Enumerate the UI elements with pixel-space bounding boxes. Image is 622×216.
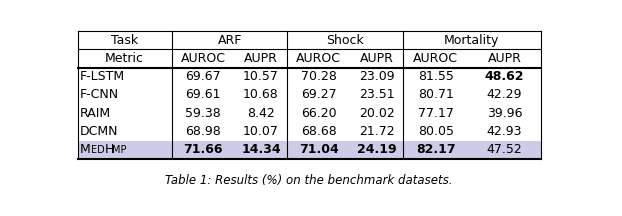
Text: 20.02: 20.02 [359, 107, 394, 120]
Text: 39.96: 39.96 [486, 107, 522, 120]
Text: F-LSTM: F-LSTM [80, 70, 125, 83]
Text: 66.20: 66.20 [301, 107, 337, 120]
Text: 42.29: 42.29 [486, 88, 522, 102]
Bar [78, 141, 541, 159]
Text: RAIM: RAIM [80, 107, 111, 120]
Text: 69.61: 69.61 [185, 88, 221, 102]
Text: 71.04: 71.04 [299, 143, 338, 156]
Text: 69.27: 69.27 [301, 88, 337, 102]
Text: 23.51: 23.51 [359, 88, 394, 102]
Text: H: H [104, 143, 114, 156]
Text: AUROC: AUROC [413, 52, 458, 65]
Text: 69.67: 69.67 [185, 70, 221, 83]
Text: 68.68: 68.68 [301, 125, 337, 138]
Text: 68.98: 68.98 [185, 125, 221, 138]
Text: Shock: Shock [327, 33, 364, 47]
Text: DCMN: DCMN [80, 125, 119, 138]
Text: 81.55: 81.55 [418, 70, 453, 83]
Text: 24.19: 24.19 [357, 143, 396, 156]
Text: AUPR: AUPR [244, 52, 278, 65]
Text: Mortality: Mortality [444, 33, 499, 47]
Text: Task: Task [111, 33, 138, 47]
Text: 10.68: 10.68 [243, 88, 279, 102]
Text: AUROC: AUROC [296, 52, 341, 65]
Text: 77.17: 77.17 [418, 107, 453, 120]
Text: MP: MP [112, 145, 126, 155]
Text: 42.93: 42.93 [486, 125, 522, 138]
Text: Table 1: Results (%) on the benchmark datasets.: Table 1: Results (%) on the benchmark da… [165, 174, 453, 187]
Text: 8.42: 8.42 [247, 107, 275, 120]
Text: 48.62: 48.62 [485, 70, 524, 83]
Text: 59.38: 59.38 [185, 107, 221, 120]
Text: AUROC: AUROC [180, 52, 226, 65]
Text: F-CNN: F-CNN [80, 88, 119, 102]
Text: 10.57: 10.57 [243, 70, 279, 83]
Text: 80.71: 80.71 [418, 88, 453, 102]
Text: 80.05: 80.05 [417, 125, 453, 138]
Text: ED: ED [91, 145, 104, 155]
Text: 23.09: 23.09 [359, 70, 394, 83]
Text: 47.52: 47.52 [486, 143, 522, 156]
Text: 10.07: 10.07 [243, 125, 279, 138]
Text: AUPR: AUPR [360, 52, 394, 65]
Text: 82.17: 82.17 [416, 143, 455, 156]
Text: ARF: ARF [218, 33, 242, 47]
Text: 71.66: 71.66 [183, 143, 223, 156]
Text: 70.28: 70.28 [301, 70, 337, 83]
Text: AUPR: AUPR [488, 52, 521, 65]
Text: Metric: Metric [105, 52, 144, 65]
Text: 21.72: 21.72 [359, 125, 394, 138]
Text: 14.34: 14.34 [241, 143, 281, 156]
Text: M: M [80, 143, 91, 156]
